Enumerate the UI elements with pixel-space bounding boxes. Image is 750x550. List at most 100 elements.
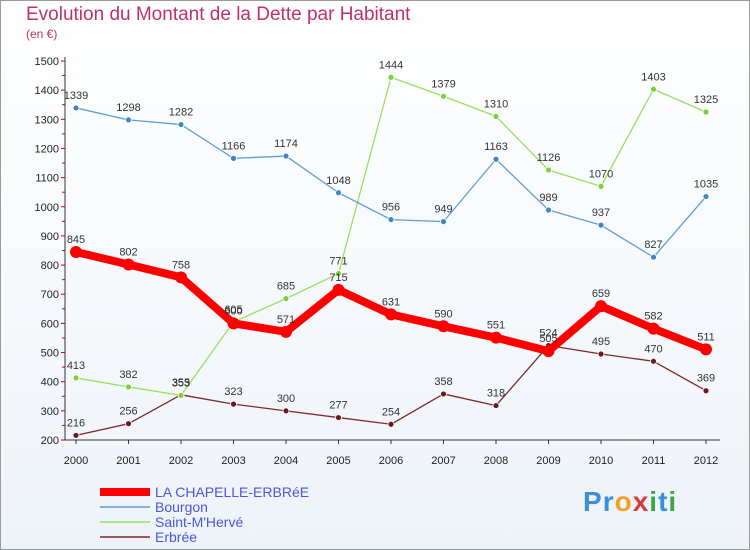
x-tick-label: 2011 — [642, 455, 666, 467]
data-label: 582 — [644, 311, 662, 323]
data-point — [125, 420, 132, 428]
data-label: 358 — [434, 376, 452, 388]
data-point — [440, 390, 447, 398]
data-point — [72, 431, 80, 439]
x-tick-label: 2000 — [64, 455, 88, 467]
data-label: 300 — [277, 393, 295, 405]
chart-subtitle: (en €) — [26, 27, 58, 41]
data-label: 802 — [119, 246, 137, 258]
data-point — [702, 108, 710, 116]
series-line — [75, 76, 707, 397]
y-tick-label: 1100 — [35, 173, 59, 185]
data-label: 771 — [329, 256, 347, 268]
data-point — [125, 116, 132, 124]
data-point — [387, 420, 395, 428]
data-point — [597, 350, 605, 358]
logo-letter: P — [583, 486, 603, 517]
x-tick-label: 2005 — [326, 455, 350, 467]
data-point — [177, 121, 185, 128]
data-point — [650, 85, 657, 93]
data-point — [492, 402, 500, 409]
data-label: 845 — [67, 234, 85, 246]
data-point — [230, 154, 237, 162]
x-tick-label: 2012 — [694, 455, 718, 467]
data-point — [332, 283, 345, 296]
y-tick-label: 1000 — [35, 202, 59, 214]
data-label: 511 — [697, 331, 715, 343]
data-point — [122, 258, 135, 271]
x-tick-label: 2009 — [536, 455, 560, 467]
data-label: 1282 — [169, 107, 193, 119]
logo-letter: r — [602, 486, 615, 517]
data-point — [70, 245, 82, 258]
data-point — [597, 221, 605, 229]
data-point — [440, 92, 447, 100]
data-point — [387, 216, 395, 223]
data-label: 1174 — [274, 138, 298, 150]
data-label: 631 — [382, 296, 400, 308]
y-tick-label: 800 — [41, 260, 59, 272]
data-label: 323 — [224, 386, 242, 398]
legend-label: Erbrée — [155, 529, 197, 545]
y-tick-label: 1300 — [35, 114, 59, 126]
data-point — [702, 193, 710, 200]
data-label: 827 — [644, 239, 662, 251]
data-point — [72, 374, 80, 382]
x-tick-label: 2007 — [431, 455, 455, 467]
y-tick-label: 900 — [41, 231, 59, 243]
data-point — [177, 391, 185, 399]
data-point — [597, 182, 605, 190]
data-label: 413 — [67, 360, 85, 372]
data-point — [282, 407, 290, 415]
y-tick-label: 300 — [41, 406, 59, 418]
data-point — [650, 357, 657, 365]
data-point — [700, 343, 712, 356]
x-tick-label: 2010 — [589, 455, 613, 467]
data-label: 590 — [434, 308, 452, 320]
y-tick-label: 400 — [41, 377, 59, 389]
data-label: 256 — [119, 406, 137, 418]
x-tick-label: 2003 — [221, 455, 245, 467]
data-point — [230, 400, 237, 408]
data-point — [437, 320, 450, 333]
x-tick-label: 2008 — [484, 455, 508, 467]
data-label: 1166 — [222, 140, 246, 152]
data-label: 949 — [434, 204, 452, 216]
data-label: 715 — [329, 272, 347, 284]
data-label: 254 — [382, 406, 400, 418]
data-label: 1379 — [431, 78, 455, 90]
data-point — [387, 73, 395, 81]
legend-label: Bourgon — [155, 499, 208, 515]
data-label: 989 — [539, 192, 557, 204]
proxiti-logo: Proxiti — [583, 486, 677, 518]
y-tick-label: 1400 — [35, 85, 59, 97]
data-point — [175, 271, 187, 284]
data-label: 1325 — [694, 94, 718, 106]
legend-label: Saint-M'Hervé — [155, 514, 243, 530]
data-point — [335, 414, 342, 421]
series-0 — [70, 245, 712, 358]
data-label: 355 — [172, 377, 190, 389]
data-label: 1298 — [116, 102, 140, 114]
legend-label: LA CHAPELLE-ERBRéE — [155, 484, 309, 500]
y-tick-label: 1500 — [35, 56, 59, 68]
chart-title: Evolution du Montant de la Dette par Hab… — [26, 4, 411, 25]
data-label: 600 — [224, 305, 242, 317]
data-point — [440, 218, 447, 226]
series-1 — [72, 104, 710, 261]
logo-letter: i — [649, 486, 659, 517]
data-point — [545, 166, 552, 174]
data-point — [72, 104, 80, 112]
data-label: 1339 — [64, 90, 88, 102]
data-point — [545, 206, 552, 214]
data-label: 685 — [277, 281, 295, 293]
series-3 — [72, 342, 710, 439]
data-label: 277 — [329, 400, 347, 412]
data-label: 495 — [592, 336, 610, 348]
data-point — [282, 152, 290, 160]
data-point — [125, 383, 132, 391]
data-point — [490, 331, 502, 344]
data-point — [650, 253, 657, 261]
